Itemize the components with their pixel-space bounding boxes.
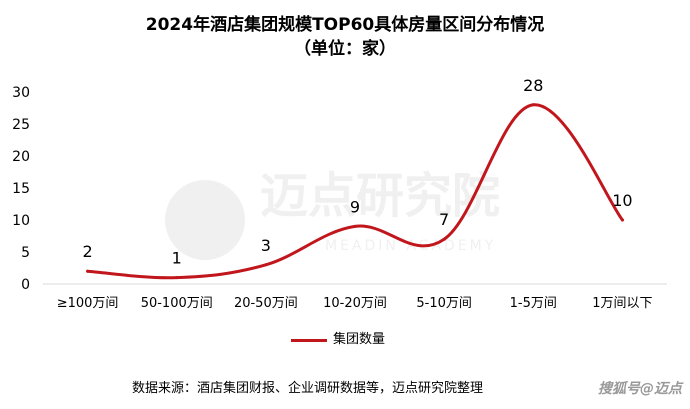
data-label: 3 bbox=[261, 236, 271, 255]
x-tick-label: 10-20万间 bbox=[323, 296, 387, 311]
x-tick-label: 20-50万间 bbox=[234, 296, 298, 311]
data-point bbox=[620, 218, 624, 222]
x-tick-label: 1万间以下 bbox=[592, 296, 652, 311]
data-point bbox=[264, 263, 268, 267]
y-tick-label: 5 bbox=[21, 245, 30, 261]
data-point bbox=[353, 224, 357, 228]
legend-label: 集团数量 bbox=[333, 332, 386, 347]
x-tick-label: 5-10万间 bbox=[416, 296, 472, 311]
source-note: 数据来源：酒店集团财报、企业调研数据等，迈点研究院整理 bbox=[132, 381, 484, 396]
chart-subtitle: （单位：家） bbox=[294, 39, 396, 59]
x-tick-label: ≥100万间 bbox=[57, 296, 119, 311]
y-tick-label: 25 bbox=[12, 117, 30, 133]
data-label: 9 bbox=[350, 197, 360, 216]
series-line-group-count bbox=[86, 103, 624, 280]
background-watermark-text: 迈点研究院 bbox=[260, 168, 500, 224]
data-label: 7 bbox=[439, 210, 449, 229]
background-watermark-logo: 迈点研究院 MEADIN ACADEMY bbox=[165, 168, 500, 260]
data-point bbox=[86, 269, 90, 273]
x-tick-label: 50-100万间 bbox=[141, 296, 213, 311]
data-point bbox=[442, 237, 446, 241]
y-tick-label: 15 bbox=[12, 181, 30, 197]
data-label: 1 bbox=[172, 249, 182, 268]
y-tick-label: 30 bbox=[12, 85, 30, 101]
legend-line-swatch bbox=[291, 339, 327, 342]
legend: 集团数量 bbox=[0, 330, 690, 350]
data-label: 28 bbox=[523, 76, 543, 95]
data-point bbox=[531, 103, 535, 107]
data-label: 2 bbox=[82, 242, 92, 261]
chart-title: 2024年酒店集团规模TOP60具体房量区间分布情况 bbox=[145, 15, 545, 35]
x-tick-label: 1-5万间 bbox=[510, 296, 557, 311]
sohu-watermark: 搜狐号@迈点 bbox=[598, 381, 682, 397]
data-label: 10 bbox=[612, 191, 632, 210]
background-watermark-subtext: MEADIN ACADEMY bbox=[325, 238, 496, 254]
y-tick-label: 10 bbox=[12, 213, 30, 229]
y-tick-label: 0 bbox=[21, 277, 30, 293]
data-point bbox=[175, 276, 179, 280]
y-tick-label: 20 bbox=[12, 149, 30, 165]
